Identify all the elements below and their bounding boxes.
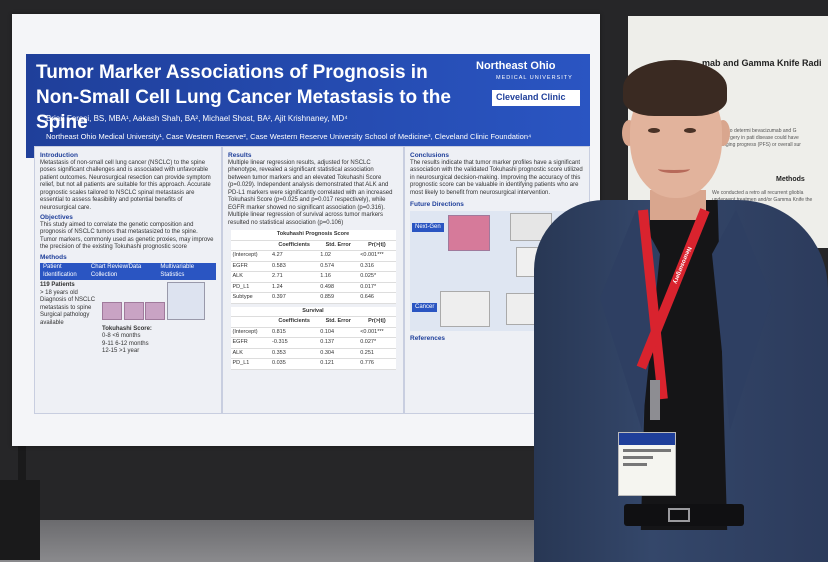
table-row: (Intercept) 4.27 1.02 <0.001*** [230,250,396,262]
tokuhashi-3: 12-15 >1 year [102,348,140,354]
poster-header: Tumor Marker Associations of Prognosis i… [26,54,590,158]
objectives-text: This study aimed to correlate the geneti… [40,221,214,251]
future-directions-heading: Future Directions [410,201,464,208]
methods-col-2: Chart Review/Data Collection [90,264,142,278]
poster-title: Tumor Marker Associations of Prognosis i… [36,62,451,133]
table1-title: Tokuhashi Prognosis Score [230,230,396,241]
pathology-image [123,302,144,320]
hair [623,60,727,116]
poster-authors: Brian Foresi, BS, MBA¹, Aakash Shah, BA²… [46,114,348,123]
belt-buckle [668,508,690,522]
belt [624,504,744,526]
poster-affiliations: Northeast Ohio Medical University¹, Case… [46,132,532,141]
table2-header: Pr(>|t|) [358,316,396,328]
table2-header: Coefficients [270,316,319,328]
references-heading: References [410,334,446,342]
table-row: ALK 2.71 1.16 0.025* [230,271,396,283]
column-introduction: Introduction Metastasis of non-small cel… [34,146,222,414]
eye-right [684,128,696,133]
sequence-image [440,290,490,327]
chart-thumbnail [506,292,538,325]
tokuhashi-1: 0-8 <6 months [102,333,141,339]
adjacent-poster-methods-heading: Methods [776,176,805,183]
criteria-1: > 18 years old [40,289,78,296]
table2-header [230,316,271,328]
results-text: Multiple linear regression results, adju… [228,159,393,226]
table1-header: Coefficients [270,240,319,251]
table-row: PD_L1 0.035 0.121 0.776 [230,358,396,370]
adjacent-poster-text: set out to determi bevacizumab and G rad… [712,128,801,148]
future-label-next-gen: Next-Gen [412,222,444,232]
neomed-logo-sub: MEDICAL UNIVERSITY [496,75,573,81]
tokuhashi-heading: Tokuhashi Score: [102,325,152,332]
patients-count: 119 Patients [40,282,75,288]
table1-header: Std. Error [318,240,359,251]
table-row: (Intercept) 0.815 0.104 <0.001*** [230,327,396,338]
methods-header-bar: Patient Identification Chart Review/Data… [40,263,216,280]
badge-clip [650,380,660,420]
table-row: ALK 0.353 0.304 0.251 [230,348,396,359]
methods-col-1: Patient Identification [43,264,77,278]
conclusions-text: The results indicate that tumor marker p… [410,159,583,196]
objectives-heading: Objectives [40,214,73,221]
tokuhashi-table: Tokuhashi Prognosis Score Coefficients S… [230,230,396,304]
results-heading: Results [228,152,252,159]
column-results: Results Multiple linear regression resul… [222,146,404,414]
scatter-thumbnail [167,282,206,320]
table-row: EGFR 0.583 0.574 0.316 [230,261,396,272]
badge-line [623,449,671,452]
table-row: PD_L1 1.24 0.498 0.017* [230,282,396,293]
eye-left [648,128,660,133]
future-label-cancer: Cancer [412,302,438,312]
neomed-logo: Northeast Ohio [476,60,556,72]
methods-col-3: Multivariable Statistics [160,264,195,278]
badge-line [623,456,653,459]
table1-header: Pr(>|t|) [358,240,396,251]
survival-table: Survival Coefficients Std. Error Pr(>|t|… [230,306,396,370]
cleveland-clinic-logo: Cleveland Clinic [492,90,580,106]
badge-header [619,433,675,445]
criteria-3: Surgical pathology available [40,312,90,326]
conclusions-heading: Conclusions [410,152,450,159]
intro-text: Metastasis of non-small cell lung cancer… [40,159,211,211]
methods-heading: Methods [40,253,67,261]
name-badge [618,432,676,496]
pathology-image [102,302,122,320]
smile [658,165,690,173]
tokuhashi-2: 9-11 6-12 months [102,340,149,347]
table-row: EGFR -0.315 0.137 0.027* [230,337,396,349]
table2-header: Std. Error [318,316,359,328]
tissue-image [448,214,490,251]
intro-heading: Introduction [40,152,78,159]
table2-title: Survival [230,306,396,317]
stand-base [0,480,40,560]
pathology-image [145,302,166,320]
criteria-2: Diagnosis of NSCLC metastasis to spine [40,297,96,311]
badge-line [623,463,647,466]
adjacent-poster-title: mab and Gamma Knife Radi [702,58,822,68]
table1-header [230,240,271,251]
table-row: Subtype 0.397 0.859 0.646 [230,292,396,304]
